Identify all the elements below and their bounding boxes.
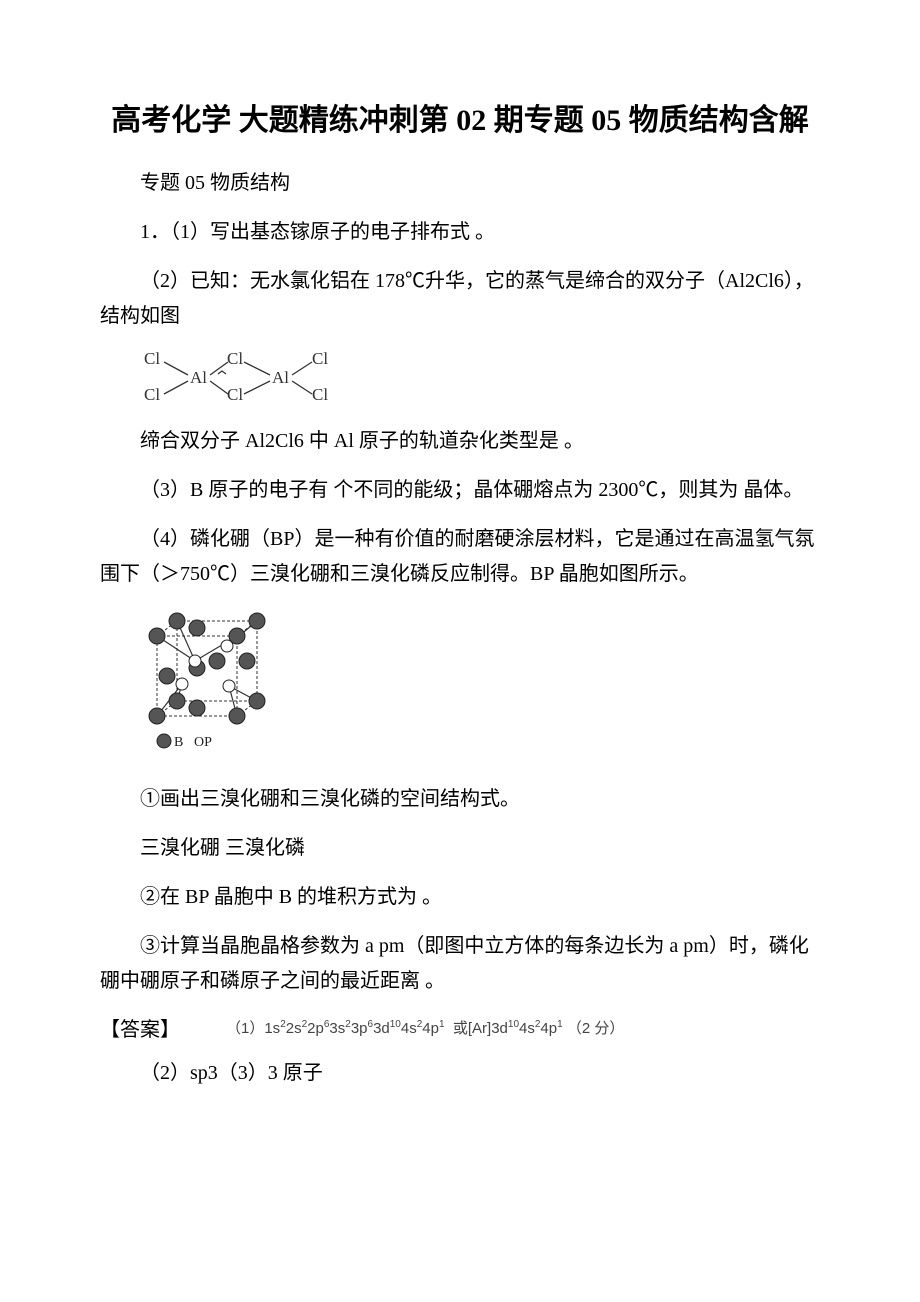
answer-2-3: （2）sp3（3）3 原子: [100, 1056, 820, 1091]
fig1-cl-1: Cl: [144, 349, 160, 368]
fig2-label-p: OP: [194, 735, 212, 750]
fig1-al-2: Al: [272, 368, 289, 387]
answer-1: 【答案】 （1）1s22s22p63s23p63d104s24p1 或[Ar]3…: [100, 1013, 820, 1042]
answer-label: 【答案】: [100, 1013, 180, 1042]
question-1-4-3: ③计算当晶胞晶格参数为 a pm（即图中立方体的每条边长为 a pm）时，磷化硼…: [100, 929, 820, 999]
page-title: 高考化学 大题精练冲刺第 02 期专题 05 物质结构含解: [100, 100, 820, 142]
question-1-4-1: ①画出三溴化硼和三溴化磷的空间结构式。: [100, 782, 820, 817]
fig1-cl-3: Cl: [227, 349, 243, 368]
fig1-cl-5: Cl: [312, 349, 328, 368]
fig1-cl-6: Cl: [312, 385, 328, 404]
question-1-2b: 缔合双分子 Al2Cl6 中 Al 原子的轨道杂化类型是 。: [100, 424, 820, 459]
fig1-al-1: Al: [190, 368, 207, 387]
question-1-4-2: ②在 BP 晶胞中 B 的堆积方式为 。: [100, 880, 820, 915]
subheading: 专题 05 物质结构: [100, 166, 820, 201]
question-1-3: （3）B 原子的电子有 个不同的能级；晶体硼熔点为 2300℃，则其为 晶体。: [100, 473, 820, 508]
question-1-4-1b: 三溴化硼 三溴化磷: [100, 831, 820, 866]
figure-al2cl6: Cl Cl Al Cl Cl Al Cl Cl: [132, 348, 820, 408]
question-1-4: （4）磷化硼（BP）是一种有价值的耐磨硬涂层材料，它是通过在高温氢气氛围下（＞7…: [100, 522, 820, 592]
fig1-cl-2: Cl: [144, 385, 160, 404]
figure-bp-unit-cell: B OP: [132, 606, 820, 766]
answer-1-config: （1）1s22s22p63s23p63d104s24p1 或[Ar]3d104s…: [186, 1017, 624, 1038]
question-1-2: （2）已知：无水氯化铝在 178℃升华，它的蒸气是缔合的双分子（Al2Cl6），…: [100, 264, 820, 334]
fig1-cl-4: Cl: [227, 385, 243, 404]
question-1-1: 1．（1）写出基态镓原子的电子排布式 。: [100, 215, 820, 250]
fig2-label-b: B: [174, 735, 183, 750]
